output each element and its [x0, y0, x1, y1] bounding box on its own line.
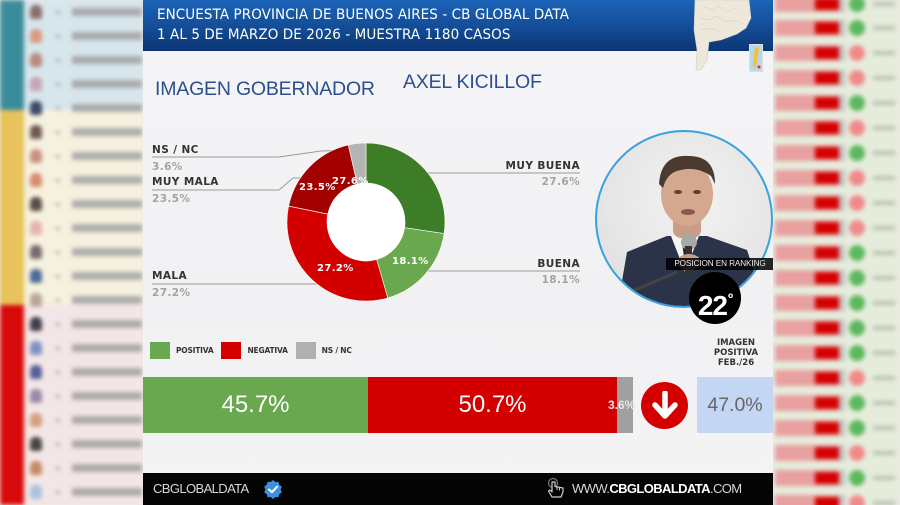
label-muy-mala: MUY MALA — [152, 176, 219, 188]
previous-image-label: IMAGEN POSITIVA FEB./26 — [698, 338, 773, 368]
footer-website-link[interactable]: WWW.CBGLOBALDATA.COM — [572, 481, 742, 496]
bar-value-positiva: 45.7% — [221, 391, 290, 418]
ranking-badge: 22º — [689, 272, 741, 324]
bar-segment-ns-nc — [617, 377, 633, 433]
ranking-label: POSICION EN RANKING — [666, 258, 773, 270]
header-banner: ENCUESTA PROVINCIA DE BUENOS AIRES - CB … — [143, 0, 773, 51]
survey-slide: ENCUESTA PROVINCIA DE BUENOS AIRES - CB … — [143, 0, 773, 505]
summary-stacked-bar: 45.7% 50.7% — [143, 377, 633, 433]
argentina-map-icon — [749, 44, 763, 72]
site-domain: CBGLOBALDATA — [609, 481, 710, 496]
legend-swatch-negativa — [221, 342, 242, 359]
header-subtitle: 1 AL 5 DE MARZO DE 2026 - MUESTRA 1180 C… — [157, 27, 511, 43]
value-muy-buena: 27.6% — [541, 176, 580, 188]
label-mala: MALA — [152, 270, 187, 282]
bar-legend: POSITIVA NEGATIVA NS / NC — [150, 342, 360, 359]
previous-image-value: 47.0% — [697, 377, 773, 433]
ranking-suffix: º — [728, 290, 733, 306]
previous-label-line2: POSITIVA — [713, 348, 759, 358]
legend-swatch-positiva — [150, 342, 170, 359]
value-buena: 18.1% — [541, 274, 580, 286]
buenos-aires-province-map-icon — [693, 0, 752, 71]
legend-swatch-ns-nc — [295, 342, 316, 359]
blurred-ranking-list-right — [773, 0, 900, 505]
slice-label-muy-buena: 27.6% — [332, 176, 369, 187]
ranking-position: 22 — [697, 290, 728, 321]
verified-badge-icon — [264, 480, 282, 499]
value-muy-mala: 23.5% — [152, 193, 191, 205]
bar-value-ns-nc: 3.6% — [608, 398, 636, 412]
bar-segment-positiva: 45.7% — [143, 377, 368, 433]
label-ns-nc: NS / NC — [152, 144, 199, 156]
footer-brand: CBGLOBALDATA — [153, 481, 249, 496]
slice-label-muy-mala: 23.5% — [299, 182, 336, 193]
value-ns-nc: 3.6% — [152, 161, 183, 173]
header-title: ENCUESTA PROVINCIA DE BUENOS AIRES - CB … — [157, 7, 570, 23]
slice-label-buena: 18.1% — [392, 256, 429, 267]
previous-label-line1: IMAGEN — [716, 338, 756, 348]
pointer-hand-icon — [547, 477, 564, 498]
bar-value-negativa: 50.7% — [458, 391, 527, 418]
previous-value-text: 47.0% — [707, 393, 763, 416]
site-suffix: .COM — [709, 481, 742, 496]
blurred-ranking-list-left — [0, 0, 143, 505]
person-name: AXEL KICILLOF — [403, 71, 542, 93]
arrow-down-icon — [651, 390, 678, 419]
label-buena: BUENA — [537, 258, 580, 270]
previous-label-line3: FEB./26 — [717, 358, 755, 368]
bar-segment-negativa: 50.7% — [368, 377, 617, 433]
legend-label-ns-nc: NS / NC — [321, 346, 352, 355]
section-title: IMAGEN GOBERNADOR — [155, 78, 375, 100]
legend-label-negativa: NEGATIVA — [247, 346, 288, 355]
trend-indicator — [641, 382, 688, 429]
legend-label-positiva: POSITIVA — [176, 346, 214, 355]
imagen-donut-chart — [286, 142, 446, 302]
site-prefix: WWW. — [572, 481, 610, 496]
label-muy-buena: MUY BUENA — [505, 160, 580, 172]
value-mala: 27.2% — [152, 287, 191, 299]
slice-label-mala: 27.2% — [317, 263, 354, 274]
footer-bar: CBGLOBALDATA WWW.CBGLOBALDATA.COM — [143, 473, 773, 505]
governor-photo — [595, 130, 773, 308]
